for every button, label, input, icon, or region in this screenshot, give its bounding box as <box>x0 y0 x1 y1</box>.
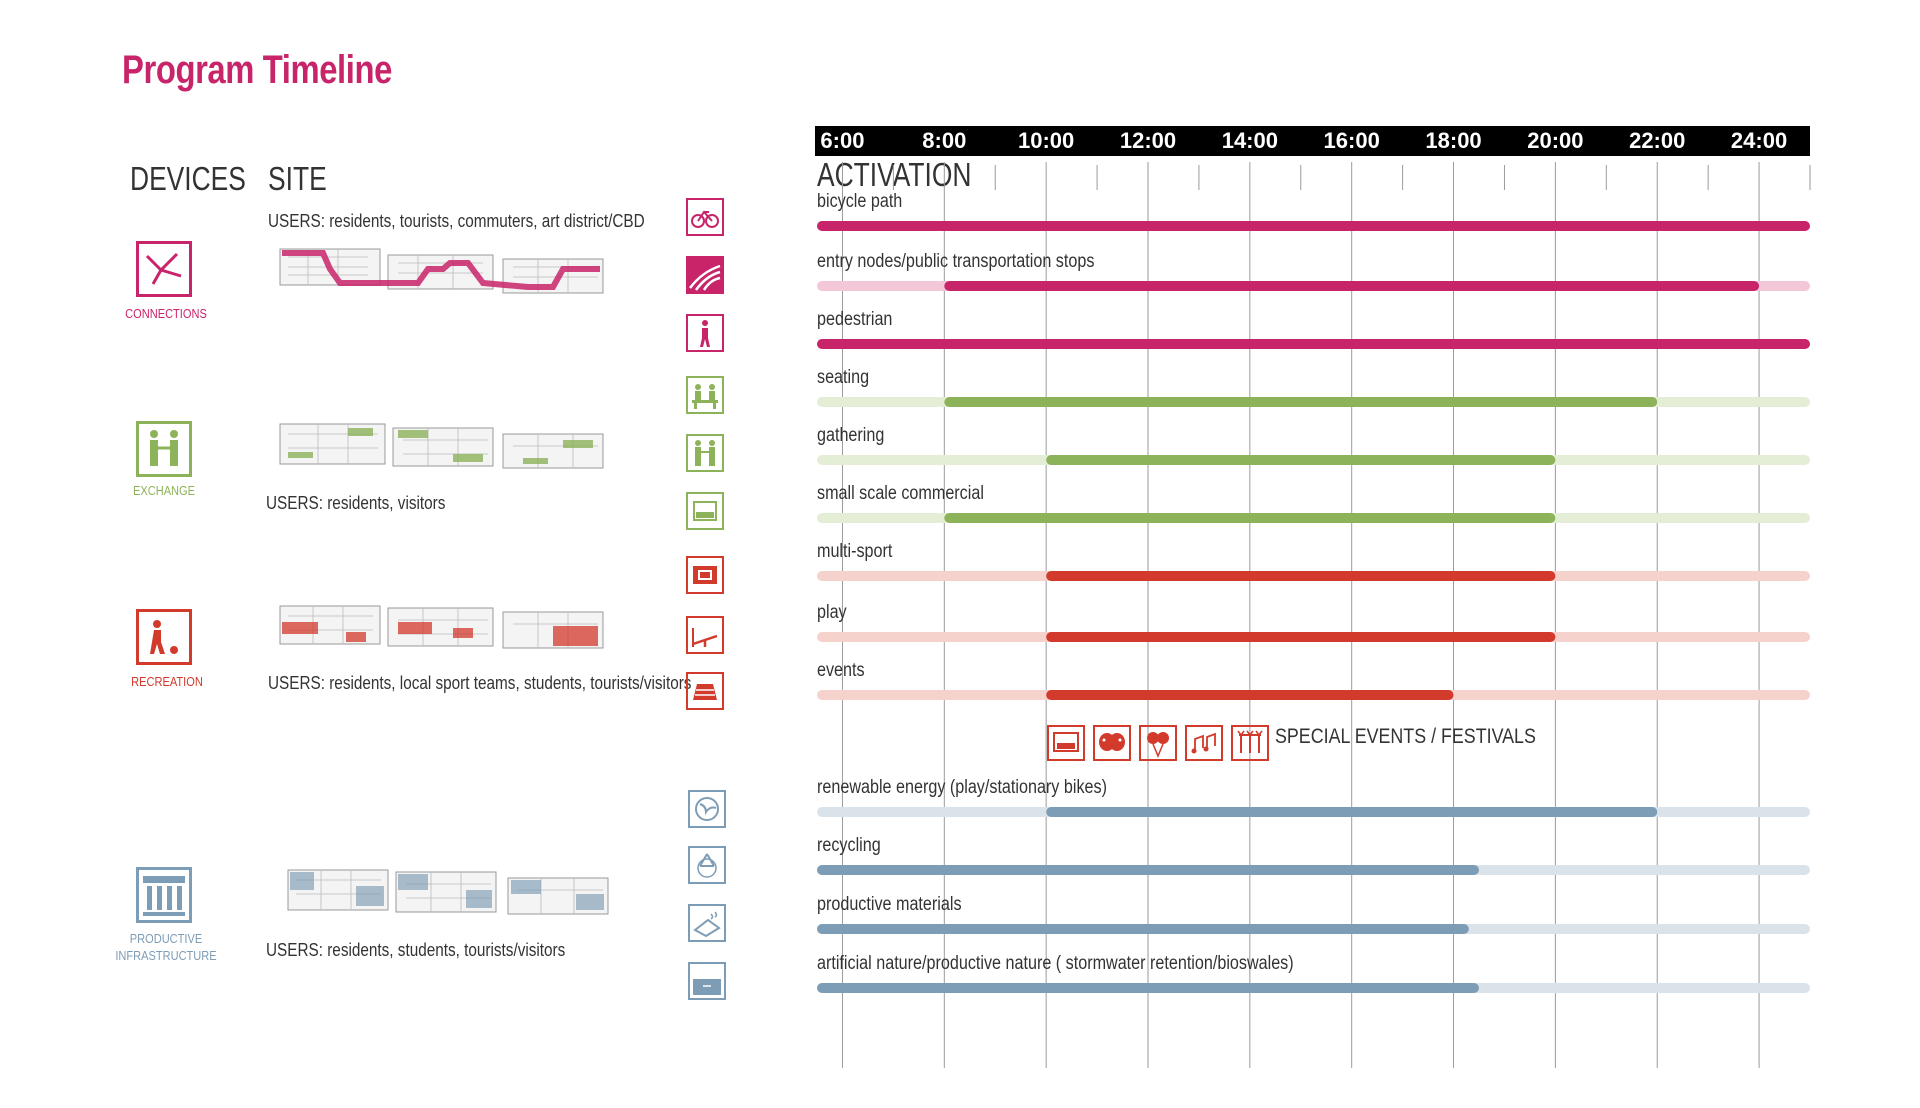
play-icon <box>686 616 724 654</box>
exchange-icon <box>136 421 192 477</box>
activity-label: play <box>817 602 847 623</box>
commercial-icon <box>686 492 724 530</box>
activity-label: gathering <box>817 425 885 446</box>
activity-active-bar <box>817 983 1479 993</box>
site-plan-recreation <box>279 605 604 649</box>
device-label-productive-2: INFRASTRUCTURE <box>115 948 217 963</box>
page-title: Program Timeline <box>122 48 392 92</box>
seating-icon <box>686 376 724 414</box>
activity-active-bar <box>817 339 1810 349</box>
device-label-exchange: EXCHANGE <box>132 483 196 498</box>
recreation-icon <box>136 609 192 665</box>
music-notes-icon <box>1185 725 1223 761</box>
activity-active-bar <box>1046 571 1556 581</box>
time-tick-label: 18:00 <box>1425 128 1482 153</box>
productive-infrastructure-icon <box>136 867 192 923</box>
time-tick-label: 8:00 <box>922 128 967 153</box>
activity-label: bicycle path <box>817 191 903 212</box>
activity-active-bar <box>944 513 1556 523</box>
activity-label: renewable energy (play/stationary bikes) <box>817 777 1107 798</box>
multi-sport-icon <box>686 556 724 594</box>
time-tick-label: 24:00 <box>1730 128 1788 153</box>
devices-header: DEVICES <box>130 160 246 197</box>
device-label-recreation: RECREATION <box>131 674 203 689</box>
gathering-icon <box>686 434 724 472</box>
site-header: SITE <box>268 160 327 197</box>
transit-stop-icon <box>686 256 724 294</box>
device-label-connections: CONNECTIONS <box>125 306 207 321</box>
time-tick-label: 6:00 <box>820 128 865 153</box>
activity-label: productive materials <box>817 894 962 915</box>
events-icon <box>686 672 724 710</box>
special-events-label: SPECIAL EVENTS / FESTIVALS <box>1275 725 1536 748</box>
activity-label: multi-sport <box>817 541 893 562</box>
productive-materials-icon <box>688 904 726 942</box>
theatre-masks-icon <box>1093 725 1131 761</box>
users-productive: USERS: residents, students, tourists/vis… <box>266 940 566 960</box>
activity-active-bar <box>944 397 1658 407</box>
time-tick-label: 10:00 <box>1018 128 1075 153</box>
activity-active-bar <box>1046 632 1556 642</box>
bicycle-icon <box>686 198 724 236</box>
activity-label: pedestrian <box>817 309 893 330</box>
time-axis-bar: 6:00 8:00 10:00 12:00 14:00 16:00 18:00 20:00 22… <box>815 126 1810 156</box>
users-exchange: USERS: residents, visitors <box>266 493 446 513</box>
time-tick-label: 12:00 <box>1119 128 1177 153</box>
connections-icon <box>136 241 192 297</box>
site-plan-productive <box>287 869 609 915</box>
users-recreation: USERS: residents, local sport teams, stu… <box>268 673 692 693</box>
site-plan-exchange <box>279 423 604 469</box>
site-plan-connections <box>279 248 604 294</box>
device-label-productive-1: PRODUCTIVE <box>129 931 203 946</box>
artificial-nature-icon <box>688 962 726 1000</box>
recycling-icon <box>688 846 726 884</box>
activity-label: small scale commercial <box>817 483 984 504</box>
activity-active-bar <box>1046 455 1556 465</box>
activity-label: artificial nature/productive nature ( st… <box>817 953 1294 974</box>
time-tick-label: 16:00 <box>1323 128 1380 153</box>
activity-label: recycling <box>817 835 881 856</box>
activity-active-bar <box>1046 690 1454 700</box>
users-connections: USERS: residents, tourists, commuters, a… <box>268 211 645 231</box>
time-tick-label: 22:00 <box>1629 128 1686 153</box>
activity-label: seating <box>817 367 870 388</box>
activity-active-bar <box>817 221 1810 231</box>
renewable-energy-icon <box>688 790 726 828</box>
time-tick-label: 20:00 <box>1527 128 1584 153</box>
activity-label: events <box>817 660 865 681</box>
activity-label: entry nodes/public transportation stops <box>817 251 1095 272</box>
pedestrian-icon <box>686 314 724 352</box>
activity-active-bar <box>817 924 1469 934</box>
activity-active-bar <box>1046 807 1658 817</box>
balloons-icon <box>1139 725 1177 761</box>
screen-icon <box>1047 725 1085 761</box>
activity-active-bar <box>944 281 1760 291</box>
activity-active-bar <box>817 865 1479 875</box>
time-tick-label: 14:00 <box>1221 128 1278 153</box>
stalls-icon <box>1231 725 1269 761</box>
